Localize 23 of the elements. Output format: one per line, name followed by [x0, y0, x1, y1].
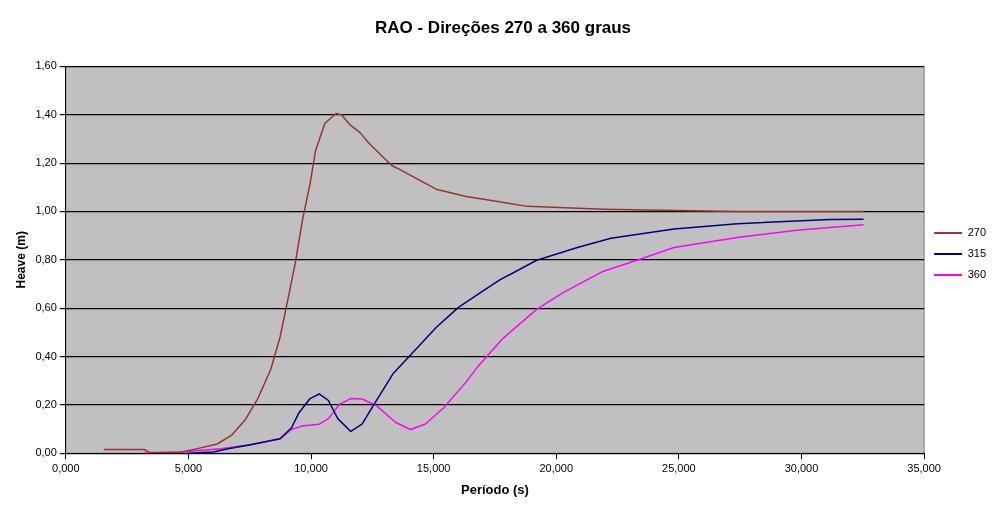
- x-tick-label: 10,000: [294, 461, 328, 474]
- y-tick-label: 1,40: [35, 107, 57, 120]
- chart-title: RAO - Direções 270 a 360 graus: [374, 17, 632, 37]
- y-tick-label: 1,60: [35, 59, 57, 72]
- x-tick-label: 20,000: [539, 461, 574, 474]
- y-tick-label: 0,60: [35, 301, 57, 314]
- legend-label: 360: [967, 268, 987, 281]
- y-tick-label: 0,80: [35, 252, 57, 265]
- y-tick-label: 0,40: [35, 349, 57, 362]
- x-tick-label: 30,000: [784, 461, 819, 474]
- x-tick-label: 5,000: [174, 461, 203, 474]
- legend-label: 315: [967, 247, 987, 260]
- y-tick-label: 0,00: [35, 446, 57, 459]
- x-tick-label: 15,000: [416, 461, 451, 474]
- x-axis-title: Período (s): [461, 481, 529, 497]
- x-tick-label: 25,000: [662, 461, 696, 474]
- legend-label: 270: [967, 226, 987, 239]
- y-tick-label: 1,20: [35, 156, 57, 169]
- x-tick-label: 35,000: [907, 461, 941, 474]
- y-tick-label: 1,00: [35, 204, 57, 217]
- x-tick-label: 0,000: [52, 461, 80, 474]
- y-axis-title: Heave (m): [13, 231, 28, 289]
- y-tick-label: 0,20: [35, 397, 57, 410]
